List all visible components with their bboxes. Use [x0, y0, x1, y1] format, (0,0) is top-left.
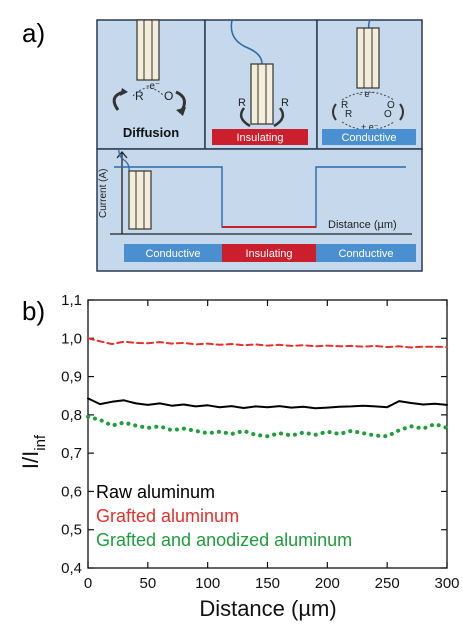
- electrode-icon: [136, 19, 160, 81]
- electrode-icon: [250, 63, 274, 125]
- svg-text:I/Iinf: I/Iinf: [18, 434, 49, 469]
- x-tick-label: 250: [375, 575, 400, 592]
- feedback-loop-icon: [332, 91, 404, 131]
- series-line-3: [86, 414, 449, 439]
- redox-cycle-icon: [112, 87, 187, 116]
- panel-b-letter: b): [22, 296, 46, 326]
- conductive-label: Conductive: [341, 132, 396, 144]
- e-minus-label: -e⁻: [146, 81, 160, 92]
- arrowhead-icon: [116, 150, 128, 159]
- distance-axis-label: Distance (µm): [328, 219, 397, 231]
- legend-entry-3: Grafted and anodized aluminum: [96, 530, 352, 550]
- legend-entry-1: Raw aluminum: [96, 482, 215, 502]
- conductive-substrate: [322, 129, 416, 145]
- y-axis-title-main: I/I: [18, 451, 43, 469]
- insulating-substrate: [212, 129, 308, 145]
- blocked-diffusion-icon: [239, 107, 285, 128]
- y-tick-label: 0,4: [61, 560, 82, 577]
- segment-label-1: Conductive: [145, 248, 200, 260]
- series-line-2: [87, 337, 448, 349]
- y-axis-title: I/Iinf: [18, 434, 49, 469]
- species-r-label: R: [345, 109, 352, 120]
- x-axis-title: Distance (µm): [199, 596, 336, 621]
- species-r-label: R: [341, 100, 348, 111]
- y-tick-label: 0,7: [61, 445, 82, 462]
- chart-series: [86, 337, 449, 439]
- series-line-1: [87, 397, 448, 410]
- y-tick-label: 0,5: [61, 522, 82, 539]
- species-r-label: R: [281, 97, 289, 109]
- insulating-segment: [222, 244, 316, 262]
- species-r-label: R: [238, 97, 246, 109]
- y-tick-label: 0,9: [61, 369, 82, 386]
- y-tick-label: 0,8: [61, 407, 82, 424]
- segment-label-3: Conductive: [338, 248, 393, 260]
- electrochemistry-diagram: -e⁻ R O Diffusion R R Insulating - e⁻ R …: [96, 19, 423, 272]
- species-o-label: O: [164, 89, 173, 103]
- x-tick-label: 50: [139, 575, 156, 592]
- x-tick-label: 150: [255, 575, 280, 592]
- x-tick-label: 300: [434, 575, 459, 592]
- x-tick-label: 100: [195, 575, 220, 592]
- conductive-segment-1: [124, 244, 222, 262]
- y-axis-title-sub: inf: [32, 434, 49, 451]
- species-o-label: O: [387, 100, 395, 111]
- electrode-icon: [356, 27, 380, 89]
- plus-e-label: + e⁻: [361, 122, 379, 132]
- y-tick-label: 0,6: [61, 483, 82, 500]
- conductive-segment-2: [316, 244, 416, 262]
- segment-label-2: Insulating: [245, 248, 292, 260]
- species-o-label: O: [384, 109, 392, 120]
- y-tick-label: 1,0: [61, 330, 82, 347]
- axis-ticks: 0 50 100 150 200 250 300 0,4 0,5 0,6 0,7 0,8 0,9 1,0 1…: [61, 292, 459, 592]
- wire-icon: [230, 19, 263, 65]
- insulating-label: Insulating: [236, 132, 283, 144]
- x-tick-label: 200: [315, 575, 340, 592]
- x-tick-label: 0: [84, 575, 92, 592]
- chart-legend: Raw aluminum Grafted aluminum Grafted and …: [96, 482, 352, 550]
- legend-entry-2: Grafted aluminum: [96, 506, 239, 526]
- panel-a-letter: a): [22, 18, 46, 48]
- electrode-icon: [128, 170, 152, 230]
- y-tick-label: 1,1: [61, 292, 82, 309]
- current-axis-label: Current (A): [98, 169, 109, 218]
- wire-icon: [118, 148, 130, 173]
- diffusion-label: Diffusion: [123, 125, 179, 140]
- minus-e-label: - e⁻: [359, 89, 375, 99]
- species-r-label: R: [135, 89, 144, 103]
